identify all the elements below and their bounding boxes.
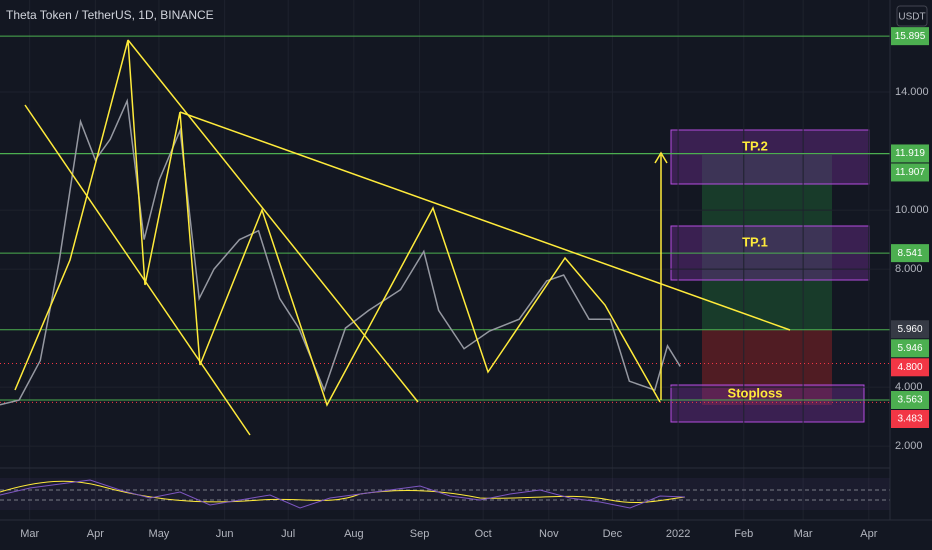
x-tick-label: Aug [344, 528, 364, 540]
drawings [14, 39, 791, 436]
annotation: TP.1 [742, 234, 768, 249]
y-tick-label: 4.000 [895, 381, 923, 393]
price-label: 3.483 [897, 414, 922, 425]
x-tick-label: Mar [20, 528, 39, 540]
y-tick-label: 8.000 [895, 263, 923, 275]
x-tick-label: Nov [539, 528, 559, 540]
loss-zone [702, 330, 832, 405]
price-label: 15.895 [895, 31, 926, 42]
price-label-bg [891, 244, 929, 263]
price-label-bg [891, 358, 929, 377]
trendline [179, 111, 791, 331]
price-label-bg [891, 27, 929, 46]
x-tick-label: May [149, 528, 170, 540]
x-tick-label: Apr [87, 528, 104, 540]
annotation: Stoploss [728, 385, 783, 400]
price-label: 3.563 [897, 395, 922, 406]
price-label: 11.919 [895, 148, 925, 159]
price-label-bg [891, 144, 929, 163]
zigzag [14, 39, 661, 407]
x-tick-label: Feb [734, 528, 753, 540]
x-tick-label: Sep [410, 528, 430, 540]
trendline [127, 39, 419, 403]
price-label: 4.800 [897, 362, 922, 373]
x-tick-label: Jun [216, 528, 234, 540]
chart-title: Theta Token / TetherUS, 1D, BINANCE [6, 8, 214, 22]
rsi-line [0, 479, 686, 509]
price-label-bg [891, 339, 929, 358]
price-label: 5.960 [897, 324, 922, 335]
y-tick-label: 14.000 [895, 86, 929, 98]
x-tick-label: Mar [794, 528, 813, 540]
price-label: 5.946 [897, 343, 922, 354]
price-label-bg [891, 391, 929, 410]
arrow-head [654, 151, 668, 164]
stoploss-box [670, 384, 865, 423]
x-tick-label: 2022 [666, 528, 690, 540]
x-tick-label: Oct [475, 528, 492, 540]
annotation: TP.2 [742, 138, 768, 153]
x-tick-label: Jul [281, 528, 295, 540]
y-tick-label: 10.000 [895, 204, 929, 216]
price-label: 11.907 [895, 167, 925, 178]
price-label-bg [891, 320, 929, 339]
y-unit: USDT [898, 12, 925, 23]
tp2-box [670, 129, 870, 185]
x-tick-label: Dec [603, 528, 623, 540]
trendline [24, 104, 251, 436]
x-tick-label: Apr [860, 528, 877, 540]
price-label-bg [891, 410, 929, 429]
y-tick-label: 2.000 [895, 440, 923, 452]
unit-box [896, 5, 928, 27]
price-label: 8.541 [897, 248, 922, 259]
price-label-bg [891, 163, 929, 182]
